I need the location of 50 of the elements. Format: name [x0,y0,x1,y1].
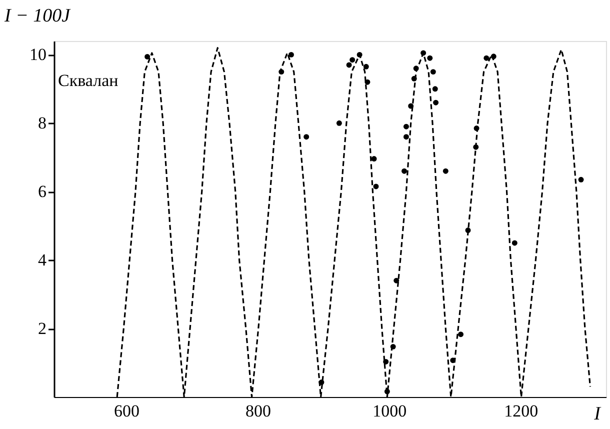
point [433,100,439,106]
y-tick-label: 6 [38,182,46,202]
x-tick-label: 600 [114,402,140,420]
point [390,344,396,350]
point [442,168,448,174]
x-tick-label: 1000 [372,402,407,420]
point [336,120,342,126]
point [490,54,496,60]
x-tick-label: 800 [245,402,271,420]
point [403,134,409,140]
point [473,144,479,150]
y-tick-label: 10 [30,45,46,64]
point [484,55,490,61]
point [356,52,362,58]
point [384,388,390,394]
point [458,332,464,338]
point [465,228,471,234]
x-tick-label: 1200 [504,402,538,420]
point [430,69,436,75]
point [450,358,456,364]
point [346,62,352,68]
point [350,57,356,63]
point [318,380,324,386]
point [432,86,438,92]
point [394,278,400,284]
point [408,103,414,109]
y-tick-label: 8 [38,114,46,133]
y-tick-label: 4 [38,250,47,270]
point [474,126,480,132]
point [578,176,584,182]
y-tick-label: 2 [38,319,46,338]
point [363,64,369,70]
point [411,76,417,82]
point [371,156,377,162]
point [413,66,419,72]
point [402,168,407,174]
point [288,52,294,58]
point [364,79,370,85]
annotation: Сквалан [58,71,118,90]
y-axis-title: I − 100J [4,6,72,26]
point [420,50,426,56]
point [383,359,389,364]
point [304,134,310,140]
point [144,54,150,60]
point [373,184,379,190]
point [403,124,409,130]
point [427,55,433,61]
point [512,240,518,246]
point [278,69,284,75]
x-axis-title: I [593,404,602,424]
